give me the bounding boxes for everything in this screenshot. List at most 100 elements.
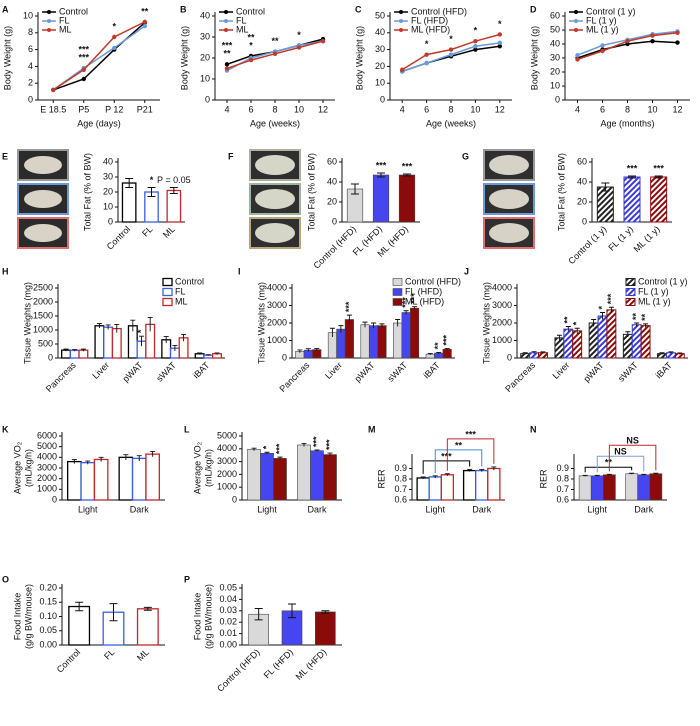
error-bar: [659, 352, 665, 355]
panel-letter: N: [530, 424, 537, 434]
error-bar: [427, 353, 433, 355]
bar: [597, 315, 608, 359]
x-tick-label: Light: [78, 504, 98, 514]
panel-letter: L: [184, 424, 190, 434]
legend-label: Control (HFD): [405, 276, 461, 286]
x-tick-label: iBAT: [421, 360, 442, 381]
error-bar: [629, 472, 635, 475]
mouse-image-set-e: [17, 149, 69, 249]
point: [497, 44, 502, 49]
x-tick-label: Dark: [130, 504, 150, 514]
y-tick-label: 4000: [492, 282, 512, 292]
legend-label: ML: [236, 24, 249, 34]
x-tick-label: Control (HFD): [311, 224, 358, 271]
error-bar: [123, 454, 129, 460]
error-bar: [254, 608, 263, 621]
error-bar: [403, 310, 409, 315]
legend-swatch: [625, 288, 636, 296]
x-tick-label: sWAT: [386, 360, 410, 384]
mouse-shape: [489, 189, 529, 209]
bracket: [596, 455, 645, 473]
legend-swatch: [162, 277, 173, 287]
legend-label: Control: [236, 6, 265, 16]
x-tick-label: ML (HFD): [294, 647, 329, 682]
x-tick-label: Control: [55, 647, 83, 675]
panel-letter: C: [355, 4, 362, 14]
error-bar: [574, 327, 580, 334]
x-tick-label: ML: [135, 647, 151, 663]
panel-letter: K: [2, 424, 9, 434]
y-tick-label: 5000: [217, 430, 237, 440]
legend-swatch: [392, 288, 403, 296]
x-tick-label: sWAT: [154, 360, 178, 384]
y-tick-label: 0.01: [219, 628, 237, 638]
significance: ***: [78, 52, 89, 62]
x-tick-label: Pancreas: [44, 360, 78, 394]
y-tick-label: 10: [23, 10, 33, 20]
x-tick-label: P21: [137, 104, 153, 114]
y-tick-label: 60: [577, 156, 587, 166]
legend-label: Control: [175, 276, 204, 286]
point: [675, 30, 680, 35]
point: [51, 87, 56, 93]
error-bar: [205, 354, 211, 356]
y-tick-label: 0.7: [394, 484, 407, 494]
y-tick-label: 0.00: [39, 639, 57, 649]
significance: ***: [441, 451, 452, 461]
error-bar: [625, 331, 631, 337]
error-bar: [594, 474, 600, 477]
error-bar: [338, 325, 344, 333]
y-axis-label: Food Intake: [192, 593, 202, 641]
significance: ***: [78, 44, 89, 54]
y-tick-label: 0: [28, 94, 33, 104]
x-tick-label: 8: [272, 104, 277, 114]
y-axis-label: Body Weight (g): [179, 26, 189, 90]
panel-letter: D: [530, 4, 537, 14]
panel-letter: F: [228, 151, 234, 161]
panel: A 0 2 4 6 8 10 Body Weight (g) Age (days) E 18.5 P…: [2, 4, 160, 128]
error-bar: [305, 348, 311, 352]
error-bar: [329, 327, 335, 337]
bar: [563, 328, 574, 359]
y-tick-label: 20: [103, 186, 113, 196]
x-tick-label: sWAT: [616, 360, 640, 384]
point: [320, 39, 326, 44]
error-bar: [143, 606, 152, 611]
error-bar: [169, 187, 178, 194]
bar: [377, 325, 387, 359]
y-tick-label: 30: [200, 31, 210, 41]
point: [142, 23, 147, 29]
bar: [61, 349, 72, 359]
significance: *: [425, 39, 429, 49]
x-tick-label: Liver: [551, 360, 572, 381]
x-tick-label: Light: [257, 504, 277, 514]
point: [497, 40, 502, 46]
error-bar: [147, 316, 153, 332]
point: [473, 47, 478, 52]
significance: *: [249, 40, 253, 50]
error-bar: [321, 610, 330, 614]
x-tick-label: P5: [78, 104, 89, 114]
x-tick-label: 4: [224, 104, 229, 114]
panel-letter: G: [462, 151, 469, 161]
x-tick-label: pWAT: [353, 360, 377, 384]
point: [600, 43, 605, 48]
y-tick-label: 0: [380, 94, 385, 104]
y-tick-label: 1000: [492, 335, 512, 345]
bar: [312, 349, 322, 359]
error-bar: [668, 351, 674, 354]
legend-marker: [574, 28, 578, 32]
y-tick-label: 2000: [37, 473, 57, 483]
legend-label: FL (HFD): [411, 15, 448, 25]
error-bar: [432, 475, 438, 478]
bar: [596, 186, 614, 223]
error-bar: [114, 323, 120, 333]
y-tick-label: 0.15: [39, 597, 57, 607]
y-tick-label: 1500: [33, 310, 53, 320]
x-tick-label: Control (HFD): [215, 647, 262, 694]
error-bar: [608, 306, 614, 313]
panel-letter: I: [238, 266, 241, 276]
bar: [572, 330, 583, 359]
